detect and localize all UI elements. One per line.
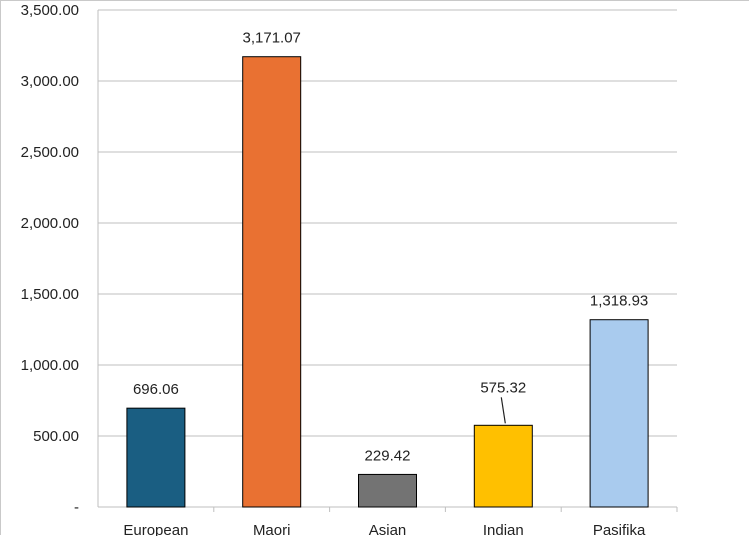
x-tick-label-asian: Asian bbox=[369, 522, 407, 536]
x-tick-label-european: European bbox=[123, 522, 188, 536]
y-tick-label-6: 3,000.00 bbox=[21, 73, 79, 90]
y-tick-label-1: 500.00 bbox=[33, 428, 79, 445]
data-label-leader-line bbox=[500, 397, 506, 424]
data-label-indian: 575.32 bbox=[480, 379, 526, 396]
bar-asian bbox=[358, 473, 417, 508]
bar-pasifika bbox=[589, 319, 649, 508]
data-label-asian: 229.42 bbox=[365, 447, 411, 464]
y-tick-label-2: 1,000.00 bbox=[21, 357, 79, 374]
x-tick-label-indian: Indian bbox=[483, 522, 524, 536]
data-label-european: 696.06 bbox=[133, 381, 179, 398]
bar-indian bbox=[473, 424, 533, 508]
bar-maori bbox=[242, 56, 302, 508]
y-tick-label-3: 1,500.00 bbox=[21, 286, 79, 303]
y-tick-label-4: 2,000.00 bbox=[21, 215, 79, 232]
y-tick-label-5: 2,500.00 bbox=[21, 144, 79, 161]
y-tick-label-0: - bbox=[74, 499, 79, 516]
x-tick-label-maori: Maori bbox=[253, 522, 291, 536]
y-tick-label-7: 3,500.00 bbox=[21, 2, 79, 19]
bar-european bbox=[126, 407, 186, 508]
data-label-pasifika: 1,318.93 bbox=[590, 293, 648, 310]
x-tick-label-pasifika: Pasifika bbox=[593, 522, 646, 536]
data-label-maori: 3,171.07 bbox=[243, 30, 301, 47]
